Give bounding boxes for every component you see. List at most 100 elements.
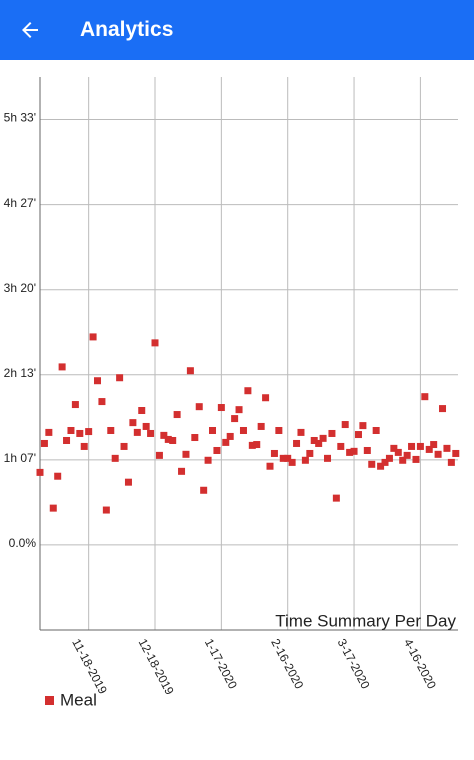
data-point — [288, 458, 296, 466]
data-point — [377, 462, 385, 470]
x-tick-label: 11-18-2019 — [69, 636, 110, 696]
data-point — [385, 454, 393, 462]
data-point — [89, 333, 97, 341]
data-point — [120, 442, 128, 450]
data-point — [403, 451, 411, 459]
data-point — [447, 458, 455, 466]
data-point — [301, 456, 309, 464]
data-point — [310, 436, 318, 444]
data-point — [341, 421, 349, 429]
data-point — [40, 439, 48, 447]
data-point — [372, 426, 380, 434]
data-point — [151, 339, 159, 347]
data-point — [425, 445, 433, 453]
data-point — [102, 506, 110, 514]
data-point — [381, 458, 389, 466]
data-point — [337, 442, 345, 450]
data-point — [359, 422, 367, 430]
data-point — [226, 432, 234, 440]
data-point — [63, 436, 71, 444]
data-point — [195, 403, 203, 411]
data-point — [178, 467, 186, 475]
y-tick-label: 1h 07' — [4, 451, 36, 465]
y-tick-label: 5h 33' — [4, 111, 36, 125]
data-point — [186, 367, 194, 375]
data-point — [67, 426, 75, 434]
x-tick-label: 1-17-2020 — [202, 636, 240, 691]
data-point — [49, 504, 57, 512]
back-button[interactable] — [18, 18, 42, 42]
data-point — [213, 446, 221, 454]
data-point — [257, 422, 265, 430]
data-point — [430, 441, 438, 449]
data-point — [36, 468, 44, 476]
data-point — [138, 407, 146, 415]
data-point — [399, 456, 407, 464]
chart: 0.0% 1h 07' 2h 13' 3h 20' 4h 27' 5h 33' 11-18-… — [4, 77, 460, 709]
data-point — [284, 454, 292, 462]
data-point — [204, 456, 212, 464]
data-point — [191, 434, 199, 442]
data-point — [76, 429, 84, 437]
data-point — [262, 394, 270, 402]
data-point — [293, 439, 301, 447]
data-point — [147, 429, 155, 437]
x-tick-label: 12-18-2019 — [136, 636, 177, 697]
data-point — [94, 377, 102, 385]
data-point — [85, 428, 93, 436]
data-point — [45, 428, 53, 436]
data-point — [408, 442, 416, 450]
chart-title: Time Summary Per Day — [275, 611, 456, 630]
data-point — [328, 429, 336, 437]
data-point — [324, 454, 332, 462]
data-point — [217, 404, 225, 412]
data-point — [200, 486, 208, 494]
data-point — [421, 393, 429, 401]
app-bar: Analytics — [0, 0, 474, 60]
data-point — [169, 436, 177, 444]
y-tick-label: 0.0% — [9, 536, 37, 550]
data-point — [133, 428, 141, 436]
data-point — [279, 454, 287, 462]
legend-swatch — [45, 696, 54, 705]
data-point — [129, 419, 137, 427]
x-tick-label: 3-17-2020 — [335, 636, 373, 691]
data-point — [173, 411, 181, 419]
data-point — [332, 494, 340, 502]
data-point — [416, 442, 424, 450]
data-point — [107, 426, 115, 434]
data-point — [346, 448, 354, 456]
data-point — [54, 472, 62, 480]
data-point — [244, 387, 252, 395]
data-point — [209, 426, 217, 434]
data-point — [315, 439, 323, 447]
y-tick-label: 2h 13' — [4, 366, 36, 380]
data-point — [58, 363, 66, 371]
data-point — [239, 426, 247, 434]
data-point — [368, 460, 376, 468]
app-title: Analytics — [80, 18, 174, 41]
data-point — [160, 431, 168, 439]
data-point — [231, 415, 239, 423]
data-point — [439, 405, 447, 413]
data-point — [235, 406, 243, 414]
data-point — [182, 450, 190, 458]
data-point — [253, 441, 261, 449]
data-point — [266, 462, 274, 470]
data-point — [319, 434, 327, 442]
data-point — [155, 451, 163, 459]
y-tick-label: 4h 27' — [4, 196, 36, 210]
legend-label: Meal — [60, 690, 97, 709]
x-tick-label: 2-16-2020 — [268, 636, 306, 691]
data-point — [164, 435, 172, 443]
data-point — [142, 422, 150, 430]
data-point — [390, 444, 398, 452]
data-point — [222, 438, 230, 446]
data-point — [124, 478, 132, 486]
data-point — [350, 447, 358, 455]
data-point — [275, 426, 283, 434]
data-point — [248, 441, 256, 449]
data-point — [434, 450, 442, 458]
data-point — [354, 431, 362, 439]
